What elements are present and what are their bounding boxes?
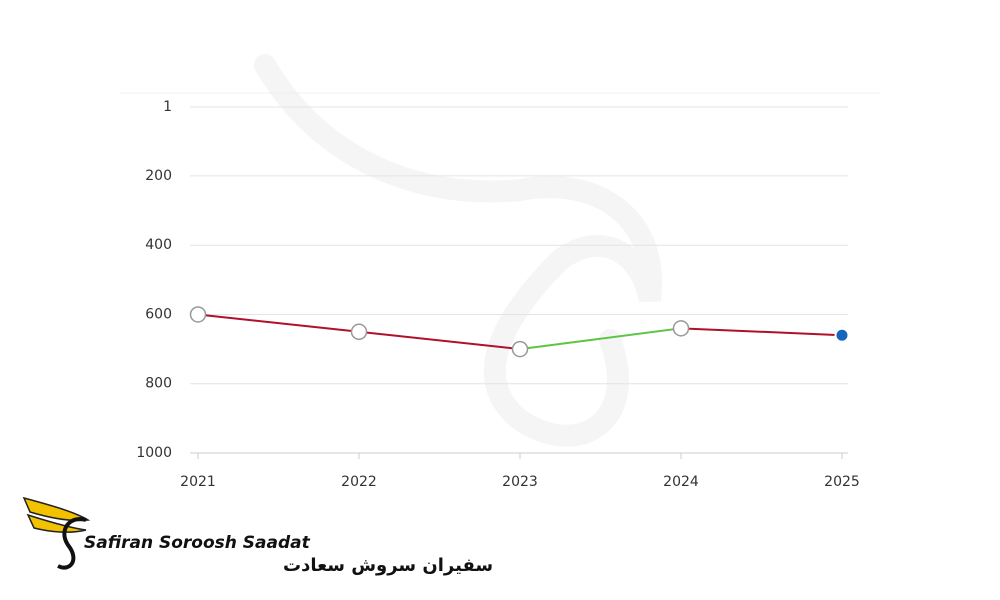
logo-s [57,517,87,570]
watermark [254,54,663,447]
y-tick-label: 600 [145,306,172,322]
y-tick-label: 400 [145,237,172,253]
x-tick-label: 2021 [180,474,216,490]
point [834,327,850,343]
logo: Safiran Soroosh Saadat سفیران سروش سعادت [22,496,493,576]
y-tick-label: 800 [145,376,172,392]
line-segment [680,327,843,337]
logo-name-fa: سفیران سروش سعادت [283,555,493,576]
point [189,306,207,323]
y-tick-label: 1 [163,99,172,115]
line-segment [519,327,682,351]
logo-name: Safiran Soroosh Saadat [84,533,311,553]
point [672,320,690,337]
x-tick-label: 2022 [341,474,377,490]
logo-wing [22,496,91,533]
line-segment [358,330,521,351]
line-segment [197,313,360,333]
point [511,340,529,358]
x-tick-label: 2023 [502,474,538,490]
x-tick-label: 2025 [824,474,860,490]
y-tick-label: 1000 [136,445,172,461]
x-tick-label: 2024 [663,474,699,490]
point [350,323,368,341]
y-tick-label: 200 [145,168,172,184]
